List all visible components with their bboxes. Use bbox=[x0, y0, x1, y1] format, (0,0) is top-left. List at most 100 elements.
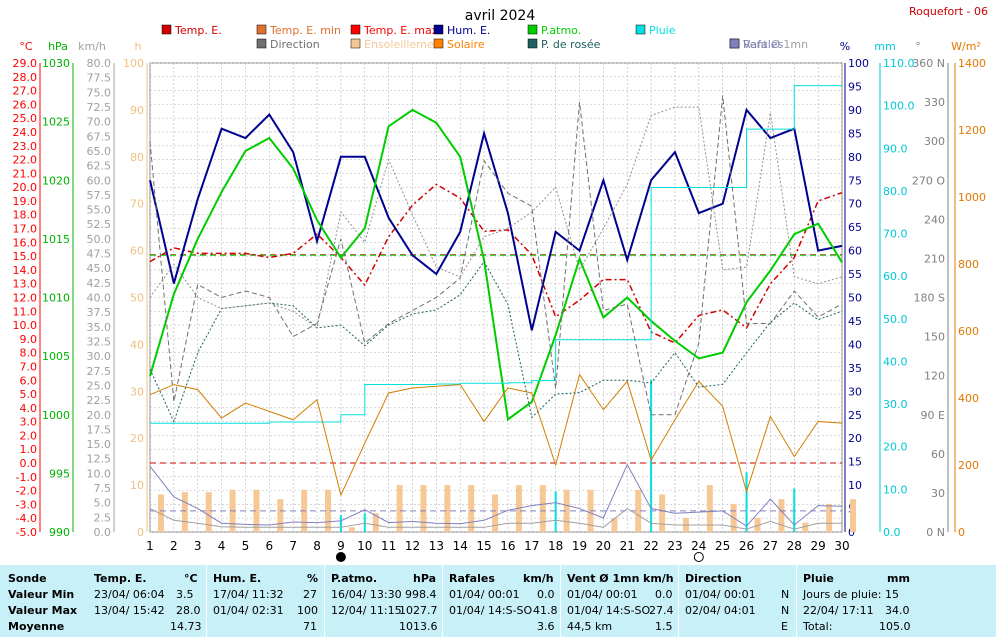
solar-axis-tick: 200 bbox=[958, 459, 979, 472]
x-tick: 2 bbox=[170, 539, 178, 553]
press-min-date: 16/04/ 13:30 bbox=[331, 588, 402, 601]
temp-axis-tick: 7.0 bbox=[20, 360, 38, 373]
sun-axis-tick: 20 bbox=[130, 432, 144, 445]
wind-unit: km/h bbox=[78, 40, 106, 53]
sunshine-bar bbox=[253, 489, 260, 532]
x-tick: 20 bbox=[596, 539, 611, 553]
dir-axis-tick: 0 N bbox=[926, 526, 945, 539]
hum-axis-tick: 65 bbox=[848, 221, 862, 234]
sunshine-bar bbox=[706, 485, 713, 532]
wind-axis-tick: 75.0 bbox=[87, 86, 112, 99]
x-tick: 29 bbox=[810, 539, 825, 553]
x-tick: 1 bbox=[146, 539, 154, 553]
sunshine-bar bbox=[492, 494, 499, 532]
rain-axis-tick: 10.0 bbox=[883, 483, 908, 496]
series-rafales bbox=[149, 463, 843, 527]
legend-label: Solaire bbox=[447, 38, 485, 51]
rain-axis-tick: 30.0 bbox=[883, 398, 908, 411]
wind-axis-tick: 22.5 bbox=[87, 394, 112, 407]
wind-head: Vent Ø 1mn bbox=[567, 572, 640, 585]
x-tick: 4 bbox=[218, 539, 226, 553]
temp-axis-tick: -1.0 bbox=[16, 471, 37, 484]
wind-axis-tick: 52.5 bbox=[87, 218, 112, 231]
sunshine-bar bbox=[205, 492, 212, 532]
legend-label: P. de rosée bbox=[541, 38, 601, 51]
row-label-sonde: Sonde bbox=[8, 572, 47, 585]
wind-axis-tick: 17.5 bbox=[87, 423, 112, 436]
temp-axis-tick: 5.0 bbox=[20, 388, 38, 401]
sunshine-bar bbox=[277, 499, 284, 532]
wind-axis-tick: 60.0 bbox=[87, 174, 112, 187]
dir-min: N bbox=[781, 588, 790, 601]
rain-axis-tick: 0.0 bbox=[883, 526, 901, 539]
temp-axis-tick: 13.0 bbox=[13, 278, 38, 291]
hum-head: Hum. E. bbox=[213, 572, 262, 585]
sunshine-bar bbox=[325, 489, 332, 532]
temp-axis-tick: 6.0 bbox=[20, 374, 38, 387]
hum-axis-tick: 20 bbox=[848, 432, 862, 445]
wind-axis-tick: 37.5 bbox=[87, 306, 112, 319]
legend-swatch bbox=[635, 24, 646, 35]
temp-axis-tick: 14.0 bbox=[13, 264, 38, 277]
wind-axis-tick: 25.0 bbox=[87, 379, 112, 392]
temp-axis-tick: 8.0 bbox=[20, 347, 38, 360]
legend-swatch bbox=[256, 24, 267, 35]
temp-min: 3.5 bbox=[176, 588, 194, 601]
sunshine-bar bbox=[444, 485, 451, 532]
gust-min: 0.0 bbox=[537, 588, 555, 601]
dir-unit: ° bbox=[915, 40, 921, 53]
solar-axis-tick: 400 bbox=[958, 392, 979, 405]
x-tick: 15 bbox=[476, 539, 491, 553]
wind-axis-tick: 80.0 bbox=[87, 57, 112, 70]
series-p-de-ros-e bbox=[149, 260, 843, 423]
hum-unit: % bbox=[307, 572, 319, 585]
sunshine-bar bbox=[372, 513, 379, 532]
gust-min-date: 01/04/ 00:01 bbox=[449, 588, 520, 601]
dir-axis-tick: 330 bbox=[924, 96, 945, 109]
pressure-axis-tick: 1020 bbox=[42, 174, 70, 187]
sunshine-bar bbox=[468, 485, 475, 532]
dir-head: Direction bbox=[685, 572, 742, 585]
sun-axis-tick: 10 bbox=[130, 479, 144, 492]
legend-swatch bbox=[729, 38, 740, 49]
summary-temp: Temp. E. °C 23/04/ 06:04 3.5 13/04/ 15:4… bbox=[88, 565, 206, 637]
temp-axis-tick: 15.0 bbox=[13, 250, 38, 263]
summary-dir: Direction 01/04/ 00:01 N 02/04/ 04:01 N … bbox=[678, 565, 797, 637]
dir-axis-tick: 150 bbox=[924, 331, 945, 344]
dir-axis-tick: 300 bbox=[924, 135, 945, 148]
x-tick: 5 bbox=[242, 539, 250, 553]
rain-days: Jours de pluie: 15 bbox=[803, 588, 899, 601]
temp-axis-tick: 12.0 bbox=[13, 292, 38, 305]
legend-swatch bbox=[433, 38, 444, 49]
x-tick: 6 bbox=[265, 539, 273, 553]
temp-axis-tick: 1.0 bbox=[20, 443, 38, 456]
x-tick: 8 bbox=[313, 539, 321, 553]
gust-unit: km/h bbox=[523, 572, 554, 585]
hum-axis-tick: 25 bbox=[848, 409, 862, 422]
x-tick: 14 bbox=[453, 539, 468, 553]
sunshine-bar bbox=[563, 489, 570, 532]
summary-hum: Hum. E. % 17/04/ 11:32 27 01/04/ 02:31 1… bbox=[206, 565, 325, 637]
wind-unit: km/h bbox=[643, 572, 674, 585]
temp-axis-tick: 11.0 bbox=[13, 305, 38, 318]
rain-head: Pluie bbox=[803, 572, 834, 585]
temp-unit: °C bbox=[184, 572, 198, 585]
temp-axis-tick: 28.0 bbox=[13, 71, 38, 84]
rain-unit: mm bbox=[887, 572, 910, 585]
solar-axis-tick: 1400 bbox=[958, 57, 986, 70]
sunshine-bar bbox=[659, 494, 666, 532]
wind-axis-tick: 35.0 bbox=[87, 321, 112, 334]
wind-axis-tick: 30.0 bbox=[87, 350, 112, 363]
wind-axis-tick: 10.0 bbox=[87, 467, 112, 480]
rain-axis-tick: 70.0 bbox=[883, 228, 908, 241]
hum-min-date: 17/04/ 11:32 bbox=[213, 588, 284, 601]
x-tick: 26 bbox=[739, 539, 754, 553]
dir-axis-tick: 60 bbox=[931, 448, 945, 461]
legend-swatch bbox=[527, 24, 538, 35]
x-tick: 23 bbox=[667, 539, 682, 553]
wind-axis-tick: 67.5 bbox=[87, 130, 112, 143]
hum-axis-tick: 100 bbox=[848, 57, 869, 70]
legend-swatch bbox=[161, 24, 172, 35]
pressure-axis-tick: 1015 bbox=[42, 233, 70, 246]
x-tick: 25 bbox=[715, 539, 730, 553]
